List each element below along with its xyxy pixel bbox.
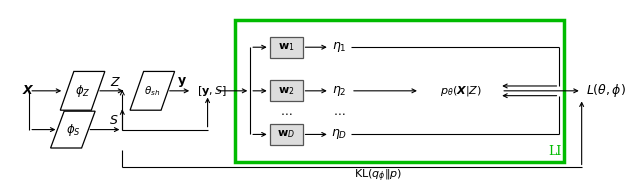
Text: $\eta_2$: $\eta_2$ bbox=[332, 84, 347, 98]
Bar bbox=[269, 37, 303, 58]
Text: $\eta_D$: $\eta_D$ bbox=[332, 127, 348, 141]
Text: $\mathbf{w}_2$: $\mathbf{w}_2$ bbox=[278, 85, 294, 97]
Text: $\phi_Z$: $\phi_Z$ bbox=[75, 83, 90, 99]
Text: $\theta_{sh}$: $\theta_{sh}$ bbox=[144, 84, 161, 98]
Text: $\eta_1$: $\eta_1$ bbox=[332, 40, 347, 54]
Polygon shape bbox=[60, 71, 105, 110]
Text: $p_\theta(\boldsymbol{X}|Z)$: $p_\theta(\boldsymbol{X}|Z)$ bbox=[440, 84, 481, 98]
Text: $\mathbf{w}_D$: $\mathbf{w}_D$ bbox=[277, 129, 295, 140]
Text: $\cdots$: $\cdots$ bbox=[280, 106, 292, 119]
Polygon shape bbox=[51, 111, 95, 148]
Text: $L(\theta, \phi)$: $L(\theta, \phi)$ bbox=[586, 82, 626, 99]
Text: $Z$: $Z$ bbox=[110, 76, 121, 89]
Bar bbox=[269, 124, 303, 145]
Text: $\cdots$: $\cdots$ bbox=[333, 106, 346, 119]
Text: $\mathbf{y}$: $\mathbf{y}$ bbox=[177, 75, 188, 89]
Text: $\mathrm{KL}(q_\phi\|p)$: $\mathrm{KL}(q_\phi\|p)$ bbox=[354, 168, 403, 184]
Bar bbox=[235, 20, 564, 162]
Polygon shape bbox=[130, 71, 175, 110]
Text: $S$: $S$ bbox=[109, 114, 118, 127]
Text: $[\mathbf{y},S]$: $[\mathbf{y},S]$ bbox=[196, 84, 227, 98]
Text: $\boldsymbol{X}$: $\boldsymbol{X}$ bbox=[22, 84, 35, 97]
Bar bbox=[269, 80, 303, 102]
Text: $\mathbf{w}_1$: $\mathbf{w}_1$ bbox=[278, 41, 294, 53]
Text: LI: LI bbox=[548, 145, 561, 158]
Text: $\phi_S$: $\phi_S$ bbox=[65, 122, 80, 138]
